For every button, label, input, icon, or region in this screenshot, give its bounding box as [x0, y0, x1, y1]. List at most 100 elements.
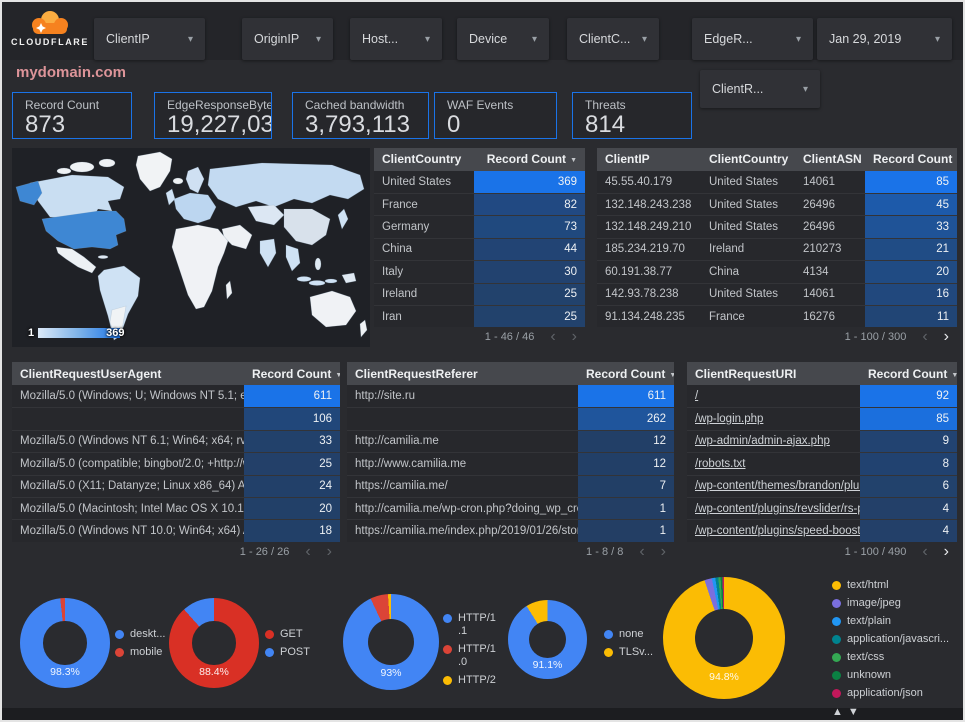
column-header: ClientRequestURI: [695, 366, 797, 381]
table-cell: Mozilla/5.0 (Windows; U; Windows NT 5.1;…: [20, 390, 244, 403]
legend-label: POST: [280, 646, 310, 658]
table-row: Mozilla/5.0 (Windows NT 10.0; Win64; x64…: [12, 519, 340, 542]
scorecard-label: Threats: [585, 98, 626, 112]
http-protocol-legend: HTTP/1.1 HTTP/1.0 HTTP/2: [443, 612, 497, 692]
pagination-next-icon[interactable]: ›: [943, 328, 949, 346]
pagination-next-icon[interactable]: ›: [326, 543, 332, 560]
chevron-down-icon: ▾: [934, 33, 940, 45]
legend-item[interactable]: HTTP/1.1: [443, 612, 497, 638]
table-cell: Mozilla/5.0 (Windows NT 10.0; Win64; x64…: [20, 525, 244, 538]
table-cell: 45.55.40.179: [605, 175, 673, 188]
pagination-prev-icon[interactable]: ‹: [305, 543, 311, 560]
legend-item[interactable]: text/plain: [832, 615, 950, 628]
pagination-prev-icon[interactable]: ‹: [639, 543, 645, 560]
record-count-cell: 11: [865, 305, 957, 328]
pagination-range: 1 - 100 / 490: [844, 546, 907, 558]
table-row: United States 369: [374, 170, 585, 193]
filter-label: OriginIP: [254, 32, 300, 46]
column-header: ClientRequestReferer: [355, 366, 478, 381]
legend-item[interactable]: application/javascri...: [832, 633, 950, 646]
column-header: ClientCountry: [709, 152, 789, 167]
donut-hole: [528, 620, 567, 659]
uri-link[interactable]: /robots.txt: [695, 457, 746, 470]
legend-item[interactable]: TLSv...: [604, 646, 722, 659]
uri-link[interactable]: /wp-content/themes/brandon/plu...: [695, 480, 860, 493]
record-count-cell: 1: [578, 497, 674, 520]
pagination-next-icon[interactable]: ›: [660, 543, 666, 560]
filter-chip-clientcountry[interactable]: ClientC... ▾: [567, 18, 659, 60]
http-protocol-donut-chart[interactable]: 93%: [343, 594, 439, 690]
table-row: Ireland 25: [374, 282, 585, 305]
column-header: ClientRequestUserAgent: [20, 366, 162, 381]
record-count-cell: 21: [865, 238, 957, 261]
record-count-cell: 82: [474, 194, 585, 216]
pagination-next-icon[interactable]: ›: [571, 328, 577, 346]
legend-item[interactable]: POST: [265, 646, 383, 659]
table-row: France 82: [374, 193, 585, 216]
legend-item[interactable]: unknown: [832, 669, 950, 682]
uri-link[interactable]: /: [695, 390, 699, 403]
legend-scroll-up-icon[interactable]: ▲: [832, 706, 843, 718]
filter-chip-clientip[interactable]: ClientIP ▾: [94, 18, 205, 60]
filter-label: ClientR...: [712, 82, 764, 96]
request-method-donut-chart[interactable]: 88.4%: [169, 598, 259, 688]
legend-item[interactable]: image/jpeg: [832, 597, 950, 610]
filter-chip-originip[interactable]: OriginIP ▾: [242, 18, 333, 60]
client-country-table: ClientCountry Record Count ▼ United States 3…: [374, 148, 585, 347]
uri-link[interactable]: /wp-content/plugins/speed-booste...: [695, 525, 860, 538]
legend-item[interactable]: none: [604, 628, 722, 641]
cloudflare-logo: CLOUDFLARE: [10, 10, 90, 54]
table-cell: Germany: [382, 221, 430, 234]
record-count-cell: 7: [578, 475, 674, 497]
legend-label: TLSv...: [619, 646, 654, 658]
content-type-donut-chart[interactable]: 94.8%: [663, 577, 785, 699]
filter-chip-clientrequest[interactable]: ClientR... ▾: [700, 70, 820, 108]
legend-item[interactable]: text/css: [832, 651, 950, 664]
table-cell: United States: [709, 175, 779, 188]
date-range-picker[interactable]: Jan 29, 2019 ▾: [817, 18, 952, 60]
legend-item[interactable]: application/json: [832, 687, 950, 700]
legend-item[interactable]: mobile: [115, 646, 233, 659]
legend-item[interactable]: GET: [265, 628, 383, 641]
sort-caret-icon: ▼: [669, 372, 674, 379]
uri-link[interactable]: /wp-content/plugins/revslider/rs-p...: [695, 502, 860, 515]
table-cell: France: [382, 198, 418, 211]
column-header[interactable]: Record Count▼: [578, 367, 674, 381]
legend-scroll-down-icon[interactable]: ▼: [847, 706, 859, 718]
donut-percent-label: 91.1%: [532, 658, 563, 671]
device-type-legend: deskt... mobile: [115, 628, 233, 664]
filter-chip-device[interactable]: Device ▾: [457, 18, 549, 60]
table-row: http://site.ru 611: [347, 385, 674, 408]
device-type-donut-chart[interactable]: 98.3%: [20, 598, 110, 688]
legend-item[interactable]: HTTP/2: [443, 674, 497, 687]
table-row: http://camilia.me 12: [347, 429, 674, 453]
donut-hole: [367, 618, 415, 666]
legend-item[interactable]: HTTP/1.0: [443, 643, 497, 669]
column-header[interactable]: Record Count▼: [244, 367, 340, 381]
column-header[interactable]: Record Count▼: [486, 152, 577, 167]
column-header[interactable]: Record Count▼: [865, 152, 957, 166]
filter-chip-edgeresponse[interactable]: EdgeR... ▾: [692, 18, 813, 60]
world-map-chart[interactable]: 1 369: [12, 148, 370, 347]
legend-item[interactable]: text/html: [832, 579, 950, 592]
record-count-cell: 45: [865, 194, 957, 216]
filter-label: EdgeR...: [704, 32, 753, 46]
table-cell: https://camilia.me/index.php/2019/01/26/…: [355, 525, 578, 538]
column-header[interactable]: Record Count▼: [860, 367, 957, 381]
uri-link[interactable]: /wp-login.php: [695, 413, 764, 426]
pagination-prev-icon[interactable]: ‹: [922, 328, 928, 346]
pagination-prev-icon[interactable]: ‹: [550, 328, 556, 346]
filter-chip-host[interactable]: Host... ▾: [350, 18, 442, 60]
pagination-next-icon[interactable]: ›: [943, 543, 949, 560]
sort-caret-icon: ▼: [951, 372, 957, 379]
scorecard-value: 873: [25, 111, 66, 138]
tls-version-donut-chart[interactable]: 91.1%: [508, 600, 587, 679]
table-cell: 132.148.243.238: [605, 198, 692, 211]
donut-percent-label: 94.8%: [709, 671, 739, 684]
donut-hole: [694, 608, 754, 668]
uri-link[interactable]: /wp-admin/admin-ajax.php: [695, 435, 830, 448]
legend-item[interactable]: deskt...: [115, 628, 233, 641]
map-gradient-bar: [38, 328, 121, 338]
pagination-prev-icon[interactable]: ‹: [922, 543, 928, 560]
record-count-cell: 20: [244, 497, 340, 520]
